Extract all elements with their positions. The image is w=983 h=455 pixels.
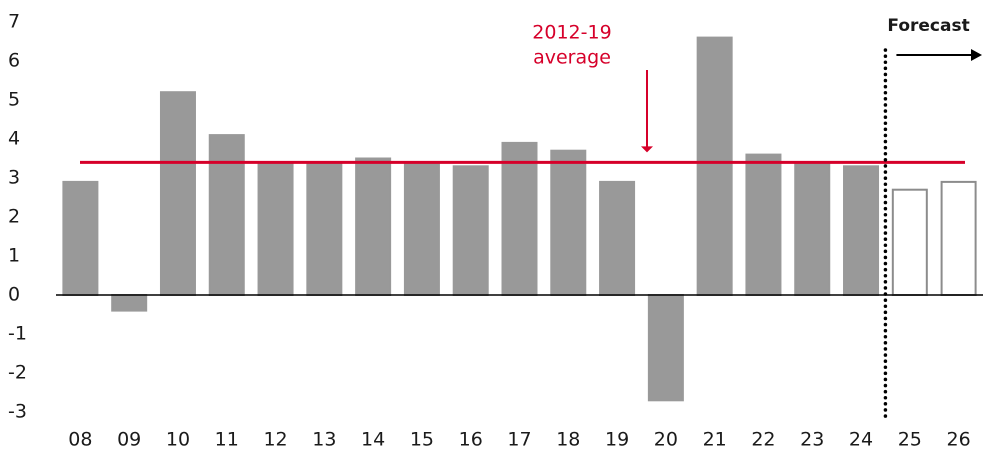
- bar: [794, 161, 831, 296]
- y-tick-label: 2: [8, 206, 20, 228]
- x-tick-label: 12: [263, 429, 287, 451]
- x-tick-label: 13: [312, 429, 336, 451]
- average-label: average: [533, 47, 611, 69]
- bar: [62, 180, 99, 296]
- forecast-label: Forecast: [887, 16, 969, 36]
- y-tick-label: 0: [8, 284, 20, 306]
- x-tick-label: 26: [947, 429, 971, 451]
- bar: [647, 294, 684, 402]
- x-tick-label: 16: [459, 429, 483, 451]
- y-tick-label: -3: [8, 401, 27, 423]
- bar: [550, 149, 587, 296]
- bar: [940, 180, 977, 296]
- x-tick-label: 19: [605, 429, 629, 451]
- bar: [501, 141, 538, 296]
- bar: [745, 153, 782, 296]
- bar: [257, 161, 294, 296]
- bar: [111, 294, 148, 312]
- bar: [159, 91, 196, 296]
- x-tick-label: 10: [166, 429, 190, 451]
- x-tick-label: 15: [410, 429, 434, 451]
- bar: [208, 134, 245, 296]
- y-tick-label: -1: [8, 323, 27, 345]
- y-tick-label: 6: [8, 50, 20, 72]
- bar: [306, 161, 343, 296]
- y-tick-label: 4: [8, 128, 20, 150]
- x-tick-label: 18: [556, 429, 580, 451]
- forecast-arrowhead: [971, 49, 982, 61]
- x-tick-label: 11: [215, 429, 239, 451]
- bar: [452, 165, 489, 296]
- x-tick-label: 14: [361, 429, 385, 451]
- y-tick-label: 3: [8, 167, 20, 189]
- x-tick-label: 24: [849, 429, 873, 451]
- x-tick-label: 25: [898, 429, 922, 451]
- x-tick-label: 23: [800, 429, 824, 451]
- bar: [355, 157, 392, 296]
- bar: [696, 36, 733, 296]
- x-tick-label: 20: [654, 429, 678, 451]
- y-tick-label: 5: [8, 89, 20, 111]
- x-tick-label: 22: [751, 429, 775, 451]
- x-tick-label: 08: [68, 429, 92, 451]
- bar: [891, 188, 928, 296]
- bar: [403, 161, 440, 296]
- y-tick-label: -2: [8, 362, 27, 384]
- average-label: 2012-19: [532, 22, 611, 44]
- bar: [843, 165, 880, 296]
- x-tick-label: 21: [703, 429, 727, 451]
- bar: [599, 180, 636, 296]
- x-tick-label: 17: [507, 429, 531, 451]
- y-tick-label: 7: [8, 11, 20, 33]
- x-tick-label: 09: [117, 429, 141, 451]
- average-arrowhead: [641, 146, 653, 153]
- y-tick-label: 1: [8, 245, 20, 267]
